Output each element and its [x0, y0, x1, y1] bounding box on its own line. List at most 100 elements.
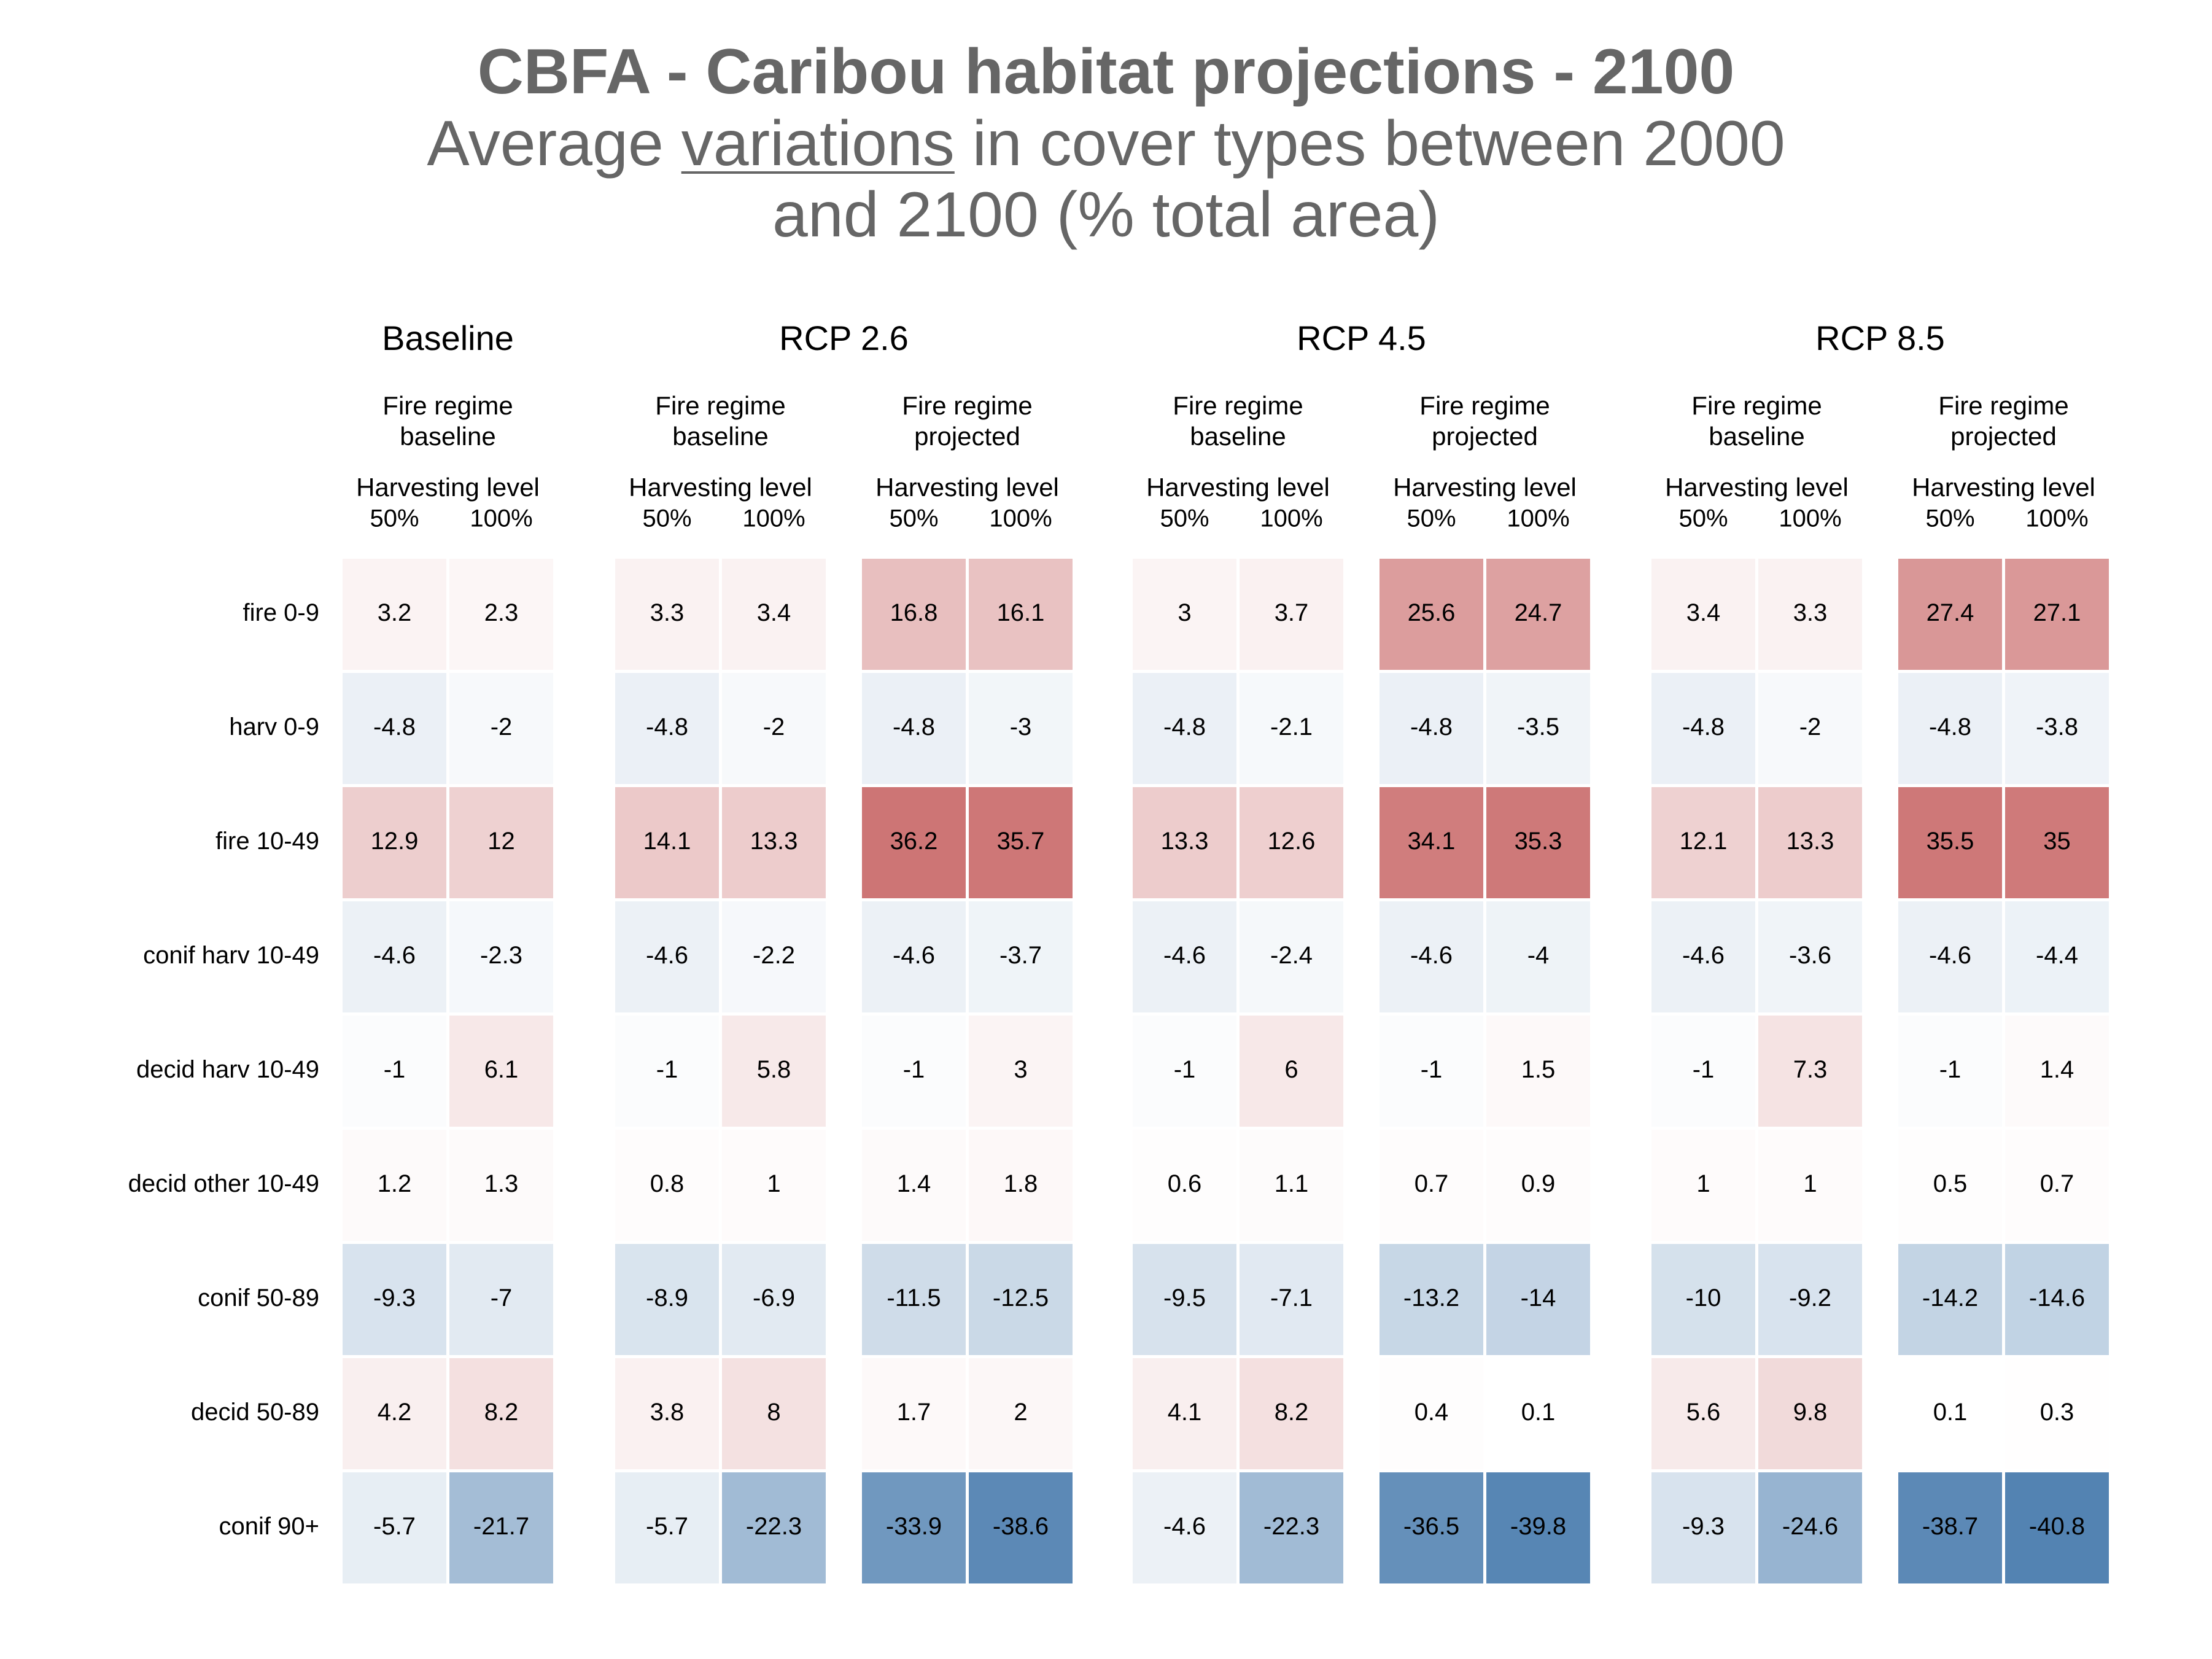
cell-value-label: -10: [1686, 1284, 1721, 1311]
cell-value-label: -38.6: [993, 1513, 1049, 1540]
heatmap-cell: [969, 787, 1073, 898]
heatmap-cell: [615, 1358, 719, 1469]
heatmap-cell: [1898, 1016, 2002, 1127]
heatmap-cell: [722, 1244, 826, 1355]
cell-value-label: -5.7: [646, 1513, 688, 1540]
cell-value-label: 8.2: [484, 1399, 519, 1426]
cell-value-label: -4.6: [1929, 942, 1971, 969]
cell-value-label: 3: [1178, 599, 1191, 626]
harvest-level-tick: 100%: [989, 505, 1052, 532]
cell-value-label: 2.3: [484, 599, 519, 626]
heatmap-cell: [1758, 1358, 1862, 1469]
heatmap-cell: [969, 1244, 1073, 1355]
chart-subtitle: Average variations in cover types betwee…: [0, 108, 2212, 251]
harvesting-level-label: Harvesting level: [1146, 473, 1330, 502]
heatmap-cell: [1380, 901, 1483, 1012]
heatmap-cell: [343, 1016, 446, 1127]
cell-value-label: 7.3: [1793, 1056, 1828, 1083]
heatmap-cell: [1240, 1358, 1343, 1469]
fire-regime-label: Fire regime: [902, 391, 1032, 420]
cell-value-label: 0.6: [1168, 1170, 1202, 1197]
heatmap-cell: [969, 673, 1073, 784]
cell-value-label: -4.8: [1929, 713, 1971, 740]
row-label: fire 0-9: [243, 599, 320, 626]
heatmap-cell: [615, 673, 719, 784]
cell-value-label: -1: [1421, 1056, 1443, 1083]
heatmap-cell: [969, 559, 1073, 670]
heatmap-cell: [862, 1130, 966, 1241]
cell-value-label: 24.7: [1515, 599, 1562, 626]
heatmap-cell: [1651, 1244, 1755, 1355]
heatmap-cell: [1486, 901, 1590, 1012]
subtitle-text-after: in cover types between 2000: [954, 108, 1785, 179]
heatmap-cell: [722, 559, 826, 670]
heatmap-cell: [862, 1472, 966, 1583]
heatmap-cell: [343, 1472, 446, 1583]
cell-value-label: -2: [491, 713, 513, 740]
cell-value-label: -11.5: [887, 1284, 941, 1311]
heatmap-cell: [1758, 559, 1862, 670]
cell-value-label: -4.6: [1163, 1513, 1206, 1540]
cell-value-label: -24.6: [1782, 1513, 1838, 1540]
cell-value-label: 1.4: [897, 1170, 931, 1197]
harvest-level-tick: 50%: [889, 505, 938, 532]
heatmap-cell: [2005, 1472, 2109, 1583]
fire-regime-label: baseline: [1190, 422, 1286, 451]
cell-value-label: -1: [384, 1056, 406, 1083]
heatmap-cell: [615, 1130, 719, 1241]
cell-value-label: -4.6: [646, 942, 688, 969]
cell-value-label: 35: [2043, 828, 2071, 855]
cell-value-label: 0.9: [1521, 1170, 1556, 1197]
heatmap-cell: [449, 901, 553, 1012]
cell-value-label: -13.2: [1403, 1284, 1459, 1311]
heatmap-cell: [1133, 1244, 1236, 1355]
heatmap-cell: [1380, 559, 1483, 670]
cell-value-label: 12.9: [371, 828, 419, 855]
heatmap-cell: [722, 1016, 826, 1127]
cell-value-label: -3.5: [1517, 713, 1559, 740]
cell-value-label: 5.8: [757, 1056, 791, 1083]
cell-value-label: -39.8: [1510, 1513, 1566, 1540]
heatmap-cell: [1758, 901, 1862, 1012]
heatmap-cell: [2005, 1358, 2109, 1469]
cell-value-label: 13.3: [1161, 828, 1209, 855]
cell-value-label: -4.8: [1163, 713, 1206, 740]
cell-value-label: -4.6: [373, 942, 416, 969]
cell-value-label: -2: [1799, 713, 1822, 740]
heatmap-cell: [1898, 673, 2002, 784]
heatmap-cell: [615, 901, 719, 1012]
cell-value-label: -1: [1693, 1056, 1715, 1083]
cell-value-label: 1.1: [1275, 1170, 1309, 1197]
cell-value-label: 25.6: [1408, 599, 1456, 626]
cell-value-label: -6.9: [753, 1284, 795, 1311]
heatmap-cell: [615, 1016, 719, 1127]
heatmap-cell: [449, 1358, 553, 1469]
heatmap-cell: [343, 1244, 446, 1355]
heatmap-cell: [1133, 901, 1236, 1012]
heatmap-cell: [1898, 1358, 2002, 1469]
heatmap-cell: [2005, 673, 2109, 784]
harvesting-level-label: Harvesting level: [1912, 473, 2095, 502]
fire-regime-label: projected: [1950, 422, 2057, 451]
cell-value-label: 0.8: [650, 1170, 685, 1197]
heatmap-cell: [1133, 1358, 1236, 1469]
cell-value-label: -22.3: [1263, 1513, 1319, 1540]
chart-heading: CBFA - Caribou habitat projections - 210…: [0, 36, 2212, 251]
cell-value-label: -4.8: [893, 713, 935, 740]
harvest-level-tick: 50%: [1678, 505, 1728, 532]
fire-regime-label: projected: [914, 422, 1020, 451]
harvest-level-tick: 100%: [742, 505, 805, 532]
cell-value-label: 27.1: [2033, 599, 2081, 626]
cell-value-label: 3.4: [757, 599, 791, 626]
cell-value-label: 0.1: [1521, 1399, 1556, 1426]
heatmap-cell: [1380, 1472, 1483, 1583]
scenario-label: Baseline: [382, 319, 514, 357]
cell-value-label: -9.3: [1682, 1513, 1725, 1540]
subtitle-line-2: and 2100 (% total area): [772, 179, 1440, 251]
heatmap-cell: [343, 559, 446, 670]
heatmap-cell: [343, 673, 446, 784]
cell-value-label: 1.5: [1521, 1056, 1556, 1083]
heatmap-cell: [343, 787, 446, 898]
heatmap-cell: [1898, 901, 2002, 1012]
